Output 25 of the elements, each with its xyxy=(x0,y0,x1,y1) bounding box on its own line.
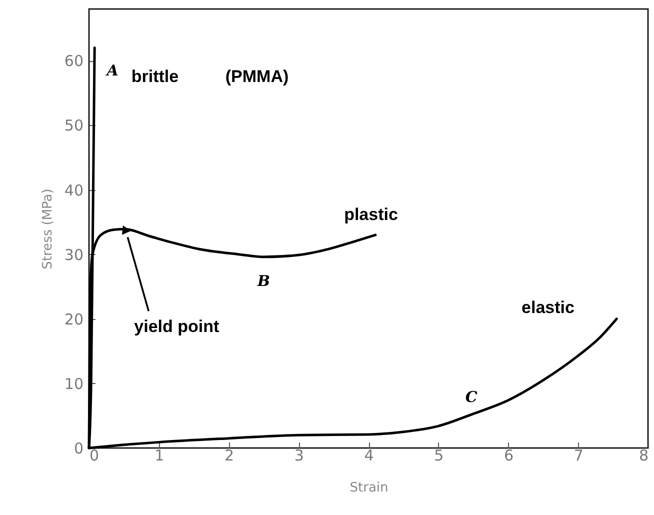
series-label: A xyxy=(104,62,118,80)
x-tick-label: 5 xyxy=(434,446,444,464)
x-tick-label: 6 xyxy=(504,446,514,464)
y-tick-label: 60 xyxy=(64,52,84,70)
series-label: B xyxy=(256,272,270,290)
x-tick-label: 3 xyxy=(294,446,304,464)
y-axis-title: Stress (MPa) xyxy=(40,188,56,270)
series-label: C xyxy=(465,388,478,406)
annotation: plastic xyxy=(344,205,398,224)
y-tick-label: 30 xyxy=(64,246,84,264)
x-tick-label: 0 xyxy=(90,446,100,464)
y-tick-label: 10 xyxy=(64,374,84,393)
annotation: yield point xyxy=(134,317,220,336)
annotation: (PMMA) xyxy=(225,67,289,86)
x-tick-label: 7 xyxy=(574,446,584,464)
x-tick-label: 8 xyxy=(638,446,648,464)
x-axis-title: Strain xyxy=(350,480,388,496)
annotation: elastic xyxy=(522,298,574,317)
y-tick-label: 40 xyxy=(64,181,84,200)
x-tick-label: 2 xyxy=(224,446,234,464)
y-tick-label: 50 xyxy=(64,116,84,135)
annotation: brittle xyxy=(131,67,179,86)
y-tick-label: 20 xyxy=(64,310,84,328)
x-tick-label: 1 xyxy=(154,446,164,464)
x-tick-label: 4 xyxy=(364,446,374,464)
